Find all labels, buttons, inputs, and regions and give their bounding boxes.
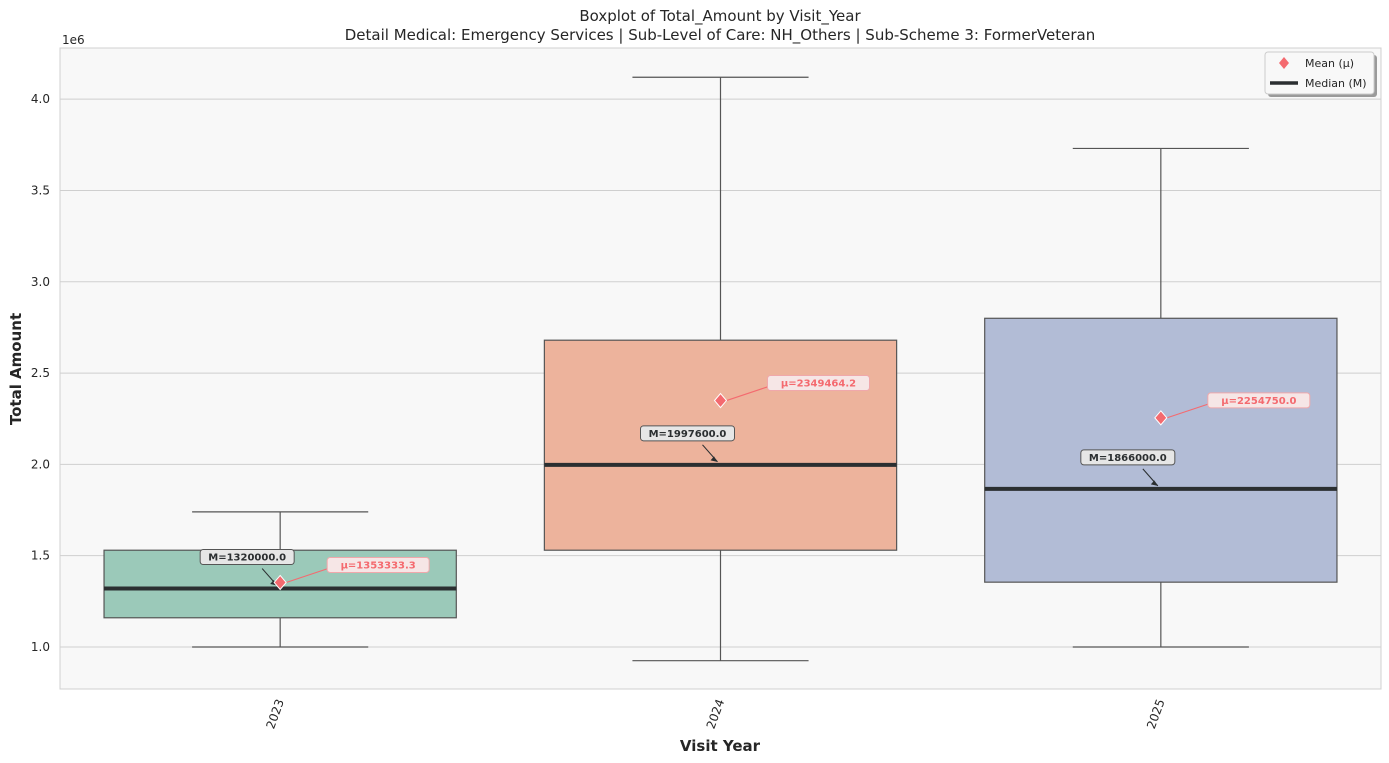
box-group-2023: M=1320000.0 μ=1353333.3 <box>103 511 457 648</box>
box-group-2025: M=1866000.0 μ=2254750.0 <box>984 147 1338 648</box>
mean-leader-line <box>285 567 329 583</box>
mean-label-box <box>767 375 870 392</box>
median-arrowhead <box>1150 480 1158 486</box>
x-tick-labels: 2023 2024 2025 <box>263 697 1167 730</box>
y-tick-label: 1.0 <box>31 640 50 654</box>
median-label-box <box>640 425 735 442</box>
y-offset-label: 1e6 <box>62 33 85 47</box>
mean-label: μ=2349464.2 <box>781 379 856 390</box>
mean-label-box <box>1207 392 1311 409</box>
median-label-box <box>1080 449 1176 466</box>
median-label: M=1997600.0 <box>649 429 727 440</box>
x-tick-label: 2024 <box>704 697 728 730</box>
mean-marker <box>273 574 287 591</box>
median-label: M=1866000.0 <box>1089 453 1167 464</box>
y-tick-label: 2.5 <box>31 366 50 380</box>
legend-mean-label: Mean (μ) <box>1305 57 1354 70</box>
box-layer: M=1320000.0 μ=1353333.3 M=1997600.0 μ=23494… <box>103 76 1338 662</box>
x-axis-label: Visit Year <box>680 737 761 755</box>
mean-leader-line <box>1166 403 1210 419</box>
legend-mean-diamond-icon <box>1279 57 1289 69</box>
y-tick-labels: 1.0 1.5 2.0 2.5 3.0 3.5 4.0 <box>31 92 50 654</box>
mean-marker <box>713 392 728 409</box>
median-label: M=1320000.0 <box>208 553 286 564</box>
y-tick-label: 1.5 <box>31 549 50 563</box>
box-group-2024: M=1997600.0 μ=2349464.2 <box>543 76 898 662</box>
y-tick-label: 3.0 <box>31 275 50 289</box>
x-tick-label: 2023 <box>263 697 287 730</box>
legend-median-label: Median (M) <box>1305 77 1367 90</box>
x-tick-label: 2025 <box>1144 697 1168 730</box>
mean-label-box <box>326 556 430 573</box>
y-tick-label: 4.0 <box>31 92 50 106</box>
y-tick-label: 3.5 <box>31 183 50 197</box>
chart-subtitle: Detail Medical: Emergency Services | Sub… <box>345 26 1095 45</box>
chart-title: Boxplot of Total_Amount by Visit_Year <box>579 7 861 26</box>
mean-label: μ=1353333.3 <box>341 560 416 571</box>
legend: Mean (μ) Median (M) <box>1264 51 1377 97</box>
median-arrowhead <box>710 456 718 462</box>
mean-label: μ=2254750.0 <box>1221 396 1296 407</box>
median-label-box <box>199 549 295 566</box>
mean-leader-line <box>726 386 769 402</box>
box <box>543 339 898 551</box>
y-axis-label: Total Amount <box>7 313 25 425</box>
mean-marker <box>1154 410 1168 426</box>
y-tick-label: 2.0 <box>31 457 50 471</box>
